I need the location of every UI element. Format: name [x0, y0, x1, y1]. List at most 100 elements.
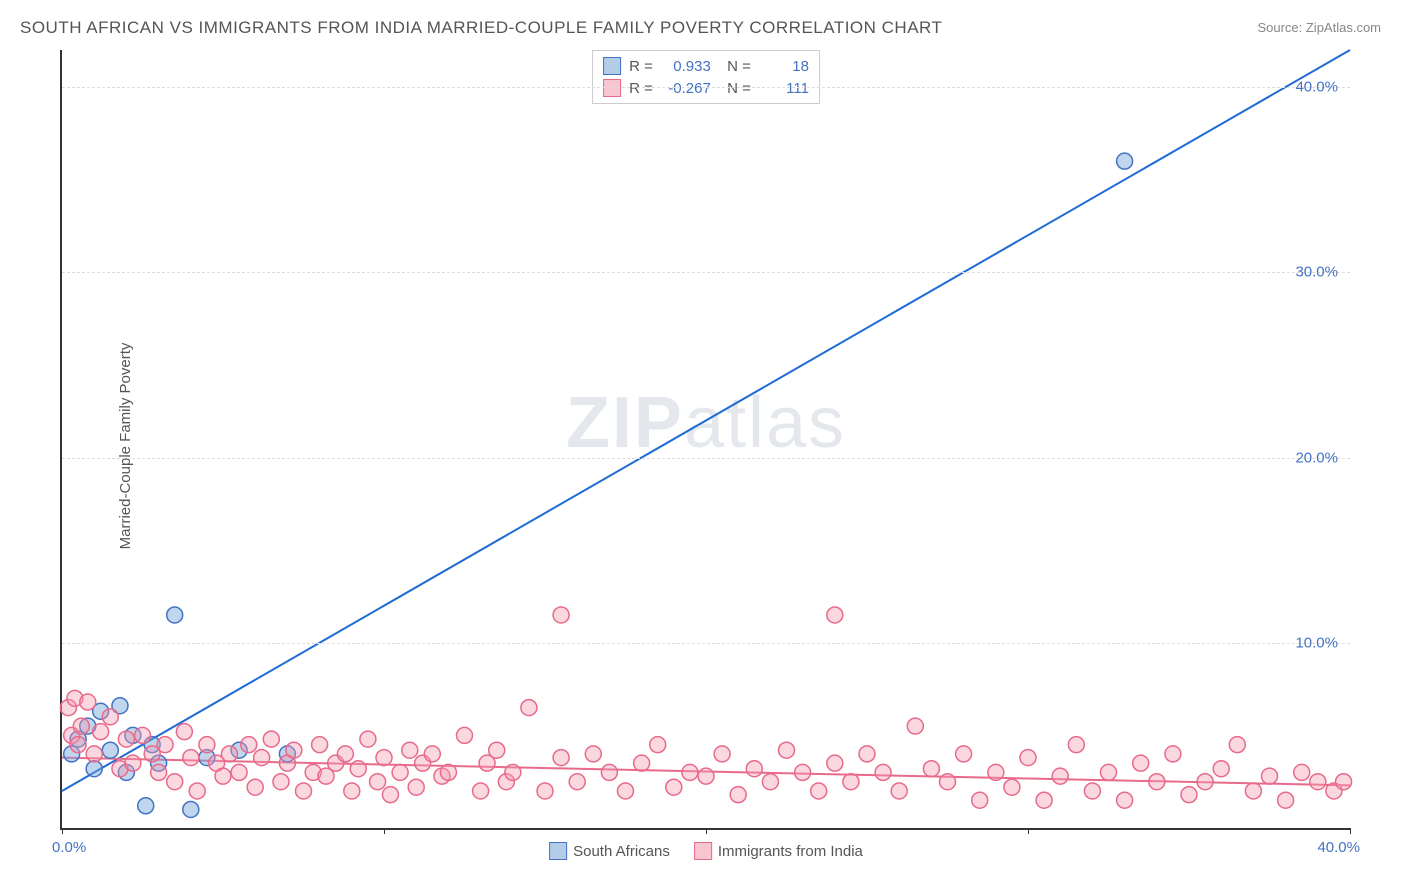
data-point: [585, 746, 601, 762]
x-tick: [1350, 828, 1351, 834]
y-tick-label: 20.0%: [1295, 449, 1338, 466]
data-point: [402, 742, 418, 758]
data-point: [125, 755, 141, 771]
data-point: [138, 798, 154, 814]
legend-swatch-pink: [694, 842, 712, 860]
data-point: [382, 787, 398, 803]
data-point: [875, 764, 891, 780]
data-point: [183, 750, 199, 766]
data-point: [199, 737, 215, 753]
data-point: [408, 779, 424, 795]
data-point: [1036, 792, 1052, 808]
data-point: [135, 727, 151, 743]
data-point: [370, 774, 386, 790]
data-point: [102, 742, 118, 758]
data-point: [86, 761, 102, 777]
data-point: [1117, 792, 1133, 808]
data-point: [891, 783, 907, 799]
data-point: [988, 764, 1004, 780]
x-tick-label-max: 40.0%: [1317, 839, 1360, 856]
data-point: [70, 737, 86, 753]
gridline: [62, 272, 1350, 273]
legend-item-1: South Africans: [549, 842, 670, 860]
regression-line: [62, 50, 1350, 791]
data-point: [956, 746, 972, 762]
data-point: [1336, 774, 1352, 790]
data-point: [312, 737, 328, 753]
data-point: [360, 731, 376, 747]
data-point: [1197, 774, 1213, 790]
gridline: [62, 458, 1350, 459]
data-point: [231, 764, 247, 780]
x-tick: [384, 828, 385, 834]
data-point: [1084, 783, 1100, 799]
plot-area: ZIPatlas R = 0.933 N = 18 R = -0.267 N =…: [60, 50, 1350, 830]
data-point: [183, 801, 199, 817]
plot-svg: [62, 50, 1350, 828]
data-point: [569, 774, 585, 790]
data-point: [489, 742, 505, 758]
data-point: [553, 607, 569, 623]
data-point: [1020, 750, 1036, 766]
data-point: [827, 755, 843, 771]
x-tick: [706, 828, 707, 834]
data-point: [73, 718, 89, 734]
legend-item-2: Immigrants from India: [694, 842, 863, 860]
data-point: [811, 783, 827, 799]
data-point: [601, 764, 617, 780]
source-label: Source: ZipAtlas.com: [1257, 20, 1381, 35]
data-point: [189, 783, 205, 799]
data-point: [650, 737, 666, 753]
x-tick-label-min: 0.0%: [52, 839, 86, 856]
data-point: [1213, 761, 1229, 777]
data-point: [698, 768, 714, 784]
data-point: [118, 731, 134, 747]
chart-container: SOUTH AFRICAN VS IMMIGRANTS FROM INDIA M…: [0, 0, 1406, 892]
data-point: [972, 792, 988, 808]
data-point: [1278, 792, 1294, 808]
data-point: [682, 764, 698, 780]
data-point: [241, 737, 257, 753]
legend-label-1: South Africans: [573, 843, 670, 860]
data-point: [167, 774, 183, 790]
y-tick-label: 10.0%: [1295, 634, 1338, 651]
gridline: [62, 643, 1350, 644]
data-point: [93, 724, 109, 740]
data-point: [553, 750, 569, 766]
data-point: [1165, 746, 1181, 762]
data-point: [1149, 774, 1165, 790]
data-point: [273, 774, 289, 790]
data-point: [1310, 774, 1326, 790]
data-point: [457, 727, 473, 743]
data-point: [392, 764, 408, 780]
data-point: [843, 774, 859, 790]
data-point: [1245, 783, 1261, 799]
data-point: [537, 783, 553, 799]
data-point: [376, 750, 392, 766]
data-point: [176, 724, 192, 740]
data-point: [151, 764, 167, 780]
data-point: [505, 764, 521, 780]
data-point: [167, 607, 183, 623]
data-point: [859, 746, 875, 762]
data-point: [521, 700, 537, 716]
data-point: [337, 746, 353, 762]
data-point: [157, 737, 173, 753]
data-point: [1229, 737, 1245, 753]
data-point: [779, 742, 795, 758]
data-point: [440, 764, 456, 780]
data-point: [907, 718, 923, 734]
data-point: [1052, 768, 1068, 784]
data-point: [666, 779, 682, 795]
data-point: [730, 787, 746, 803]
data-point: [102, 709, 118, 725]
data-point: [940, 774, 956, 790]
data-point: [424, 746, 440, 762]
data-point: [221, 746, 237, 762]
data-point: [1294, 764, 1310, 780]
data-point: [1181, 787, 1197, 803]
x-tick: [62, 828, 63, 834]
data-point: [1117, 153, 1133, 169]
data-point: [1133, 755, 1149, 771]
data-point: [263, 731, 279, 747]
